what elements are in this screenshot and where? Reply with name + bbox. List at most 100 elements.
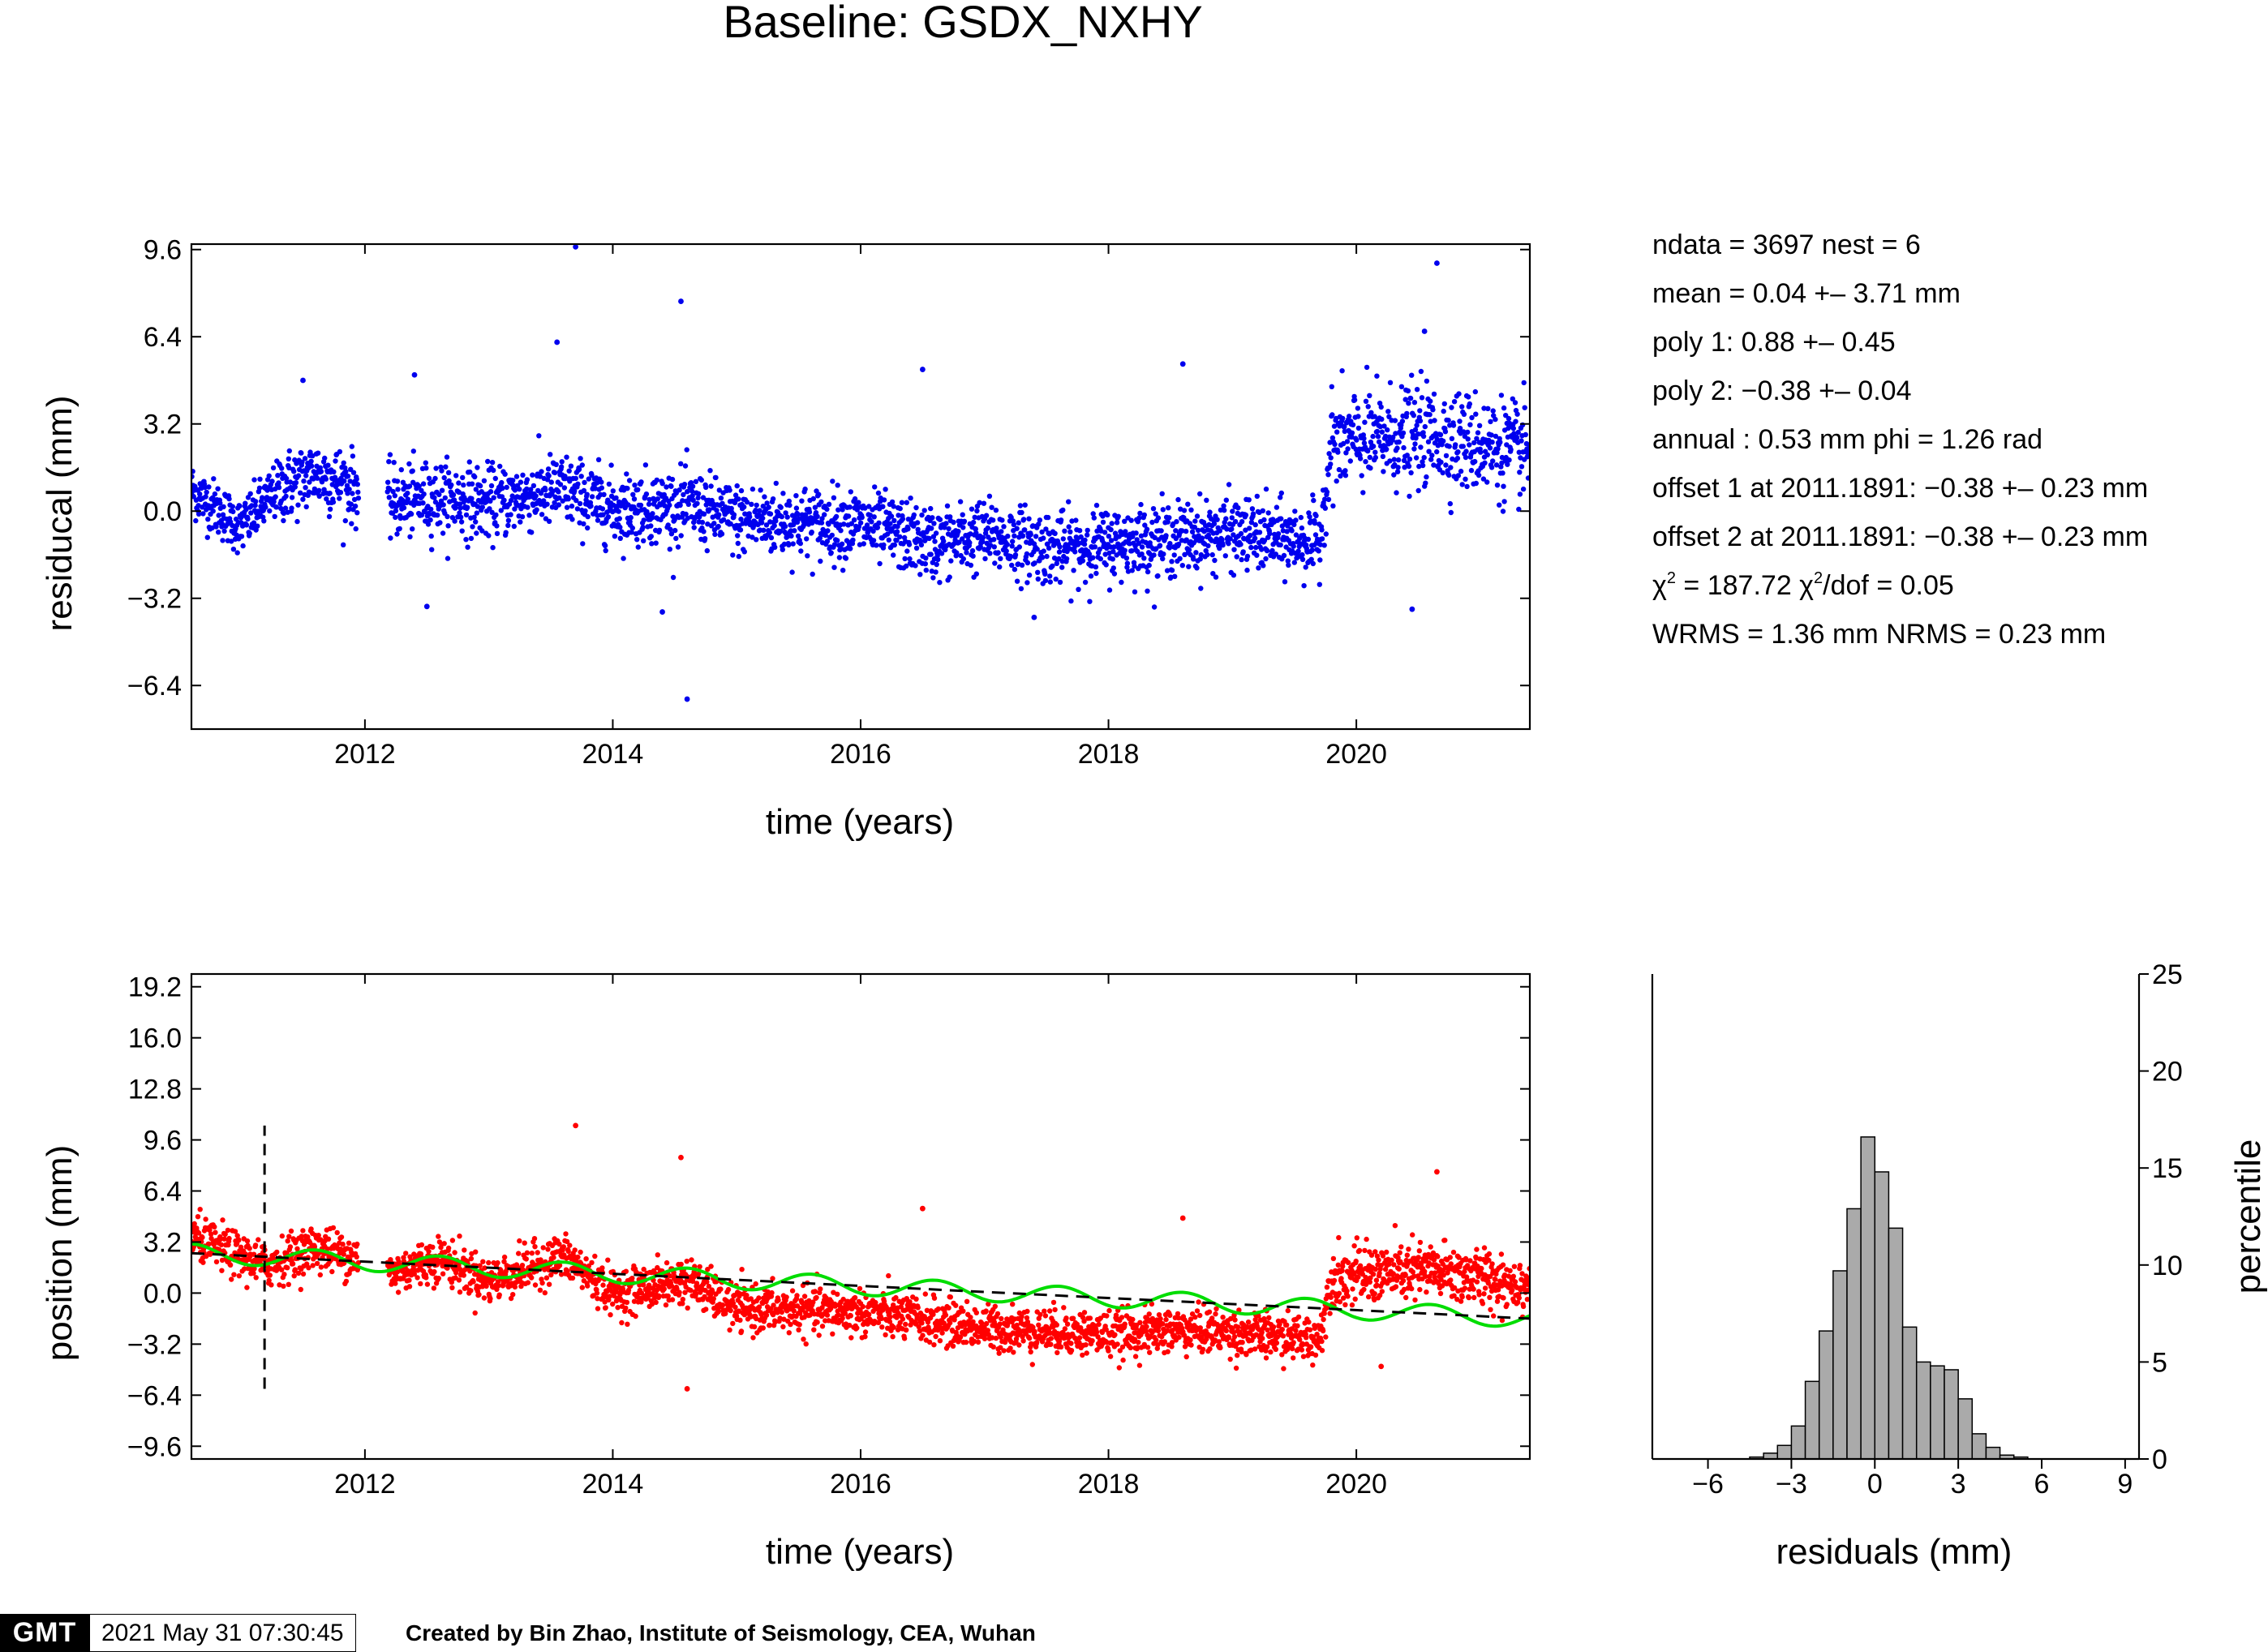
data-point xyxy=(899,500,905,505)
data-point xyxy=(812,504,818,510)
data-point xyxy=(499,479,505,486)
data-point xyxy=(462,1247,467,1253)
data-point xyxy=(711,521,717,526)
data-point xyxy=(830,478,835,484)
data-point xyxy=(1355,405,1361,411)
data-point xyxy=(625,486,630,491)
data-point xyxy=(747,514,753,520)
data-point xyxy=(1488,432,1494,438)
data-point xyxy=(905,526,911,532)
data-point xyxy=(494,530,500,537)
data-point xyxy=(331,469,337,474)
data-point xyxy=(410,448,416,454)
data-point xyxy=(1110,565,1117,571)
data-point xyxy=(663,1302,669,1308)
data-point xyxy=(1493,433,1499,440)
data-point xyxy=(272,513,277,520)
data-point xyxy=(689,1257,694,1263)
data-point xyxy=(1199,535,1205,541)
data-point xyxy=(432,499,439,505)
data-point xyxy=(459,528,465,534)
data-point xyxy=(778,504,784,510)
data-point xyxy=(253,527,259,533)
data-point xyxy=(1072,549,1078,555)
data-point xyxy=(197,491,203,497)
data-point xyxy=(401,504,407,511)
data-point xyxy=(565,1268,570,1274)
data-point xyxy=(826,521,831,527)
data-point xyxy=(864,522,870,528)
data-point xyxy=(220,1217,226,1223)
data-point xyxy=(1085,527,1090,534)
data-point xyxy=(1177,556,1183,561)
data-point xyxy=(452,518,457,524)
data-point xyxy=(1060,536,1067,542)
data-point xyxy=(1222,508,1227,513)
data-point xyxy=(281,1272,287,1277)
data-point xyxy=(697,514,702,520)
data-point xyxy=(1001,524,1007,530)
data-point xyxy=(548,479,554,485)
data-point xyxy=(405,496,410,502)
data-point xyxy=(1198,551,1205,558)
data-point xyxy=(669,1297,676,1302)
data-point xyxy=(621,556,626,561)
data-point xyxy=(968,531,973,537)
data-point xyxy=(730,1320,736,1327)
data-point xyxy=(200,1234,205,1241)
data-point xyxy=(625,1321,630,1328)
data-point xyxy=(1260,508,1266,513)
data-point xyxy=(1036,521,1042,527)
data-point xyxy=(510,1292,516,1298)
data-point xyxy=(900,1316,906,1322)
data-point xyxy=(1009,543,1015,549)
data-point xyxy=(1379,416,1385,423)
data-point xyxy=(1179,528,1185,534)
data-point xyxy=(894,1315,900,1320)
data-point xyxy=(1448,465,1454,470)
data-point xyxy=(1357,456,1364,461)
data-point xyxy=(470,1279,476,1285)
data-point xyxy=(586,476,591,482)
data-point xyxy=(795,511,801,517)
outlier-point xyxy=(678,298,684,304)
data-point xyxy=(1068,598,1074,604)
data-point xyxy=(579,1285,585,1290)
data-point xyxy=(691,525,697,530)
data-point xyxy=(1144,526,1150,532)
data-point xyxy=(1014,578,1020,584)
data-point xyxy=(689,488,695,494)
data-point xyxy=(1498,393,1505,398)
data-point xyxy=(217,1236,223,1242)
data-point xyxy=(889,499,896,505)
data-point xyxy=(599,479,604,485)
data-point xyxy=(588,503,594,509)
data-point xyxy=(256,1237,261,1242)
data-point xyxy=(1115,513,1121,519)
data-point xyxy=(299,1234,304,1239)
data-point xyxy=(777,1315,783,1321)
data-point xyxy=(956,539,962,545)
data-point xyxy=(273,494,278,500)
data-point xyxy=(822,512,827,517)
data-point xyxy=(355,489,361,496)
data-point xyxy=(536,433,542,439)
data-point xyxy=(897,1319,903,1326)
data-point xyxy=(1081,541,1088,547)
data-point xyxy=(1307,513,1312,520)
data-point xyxy=(423,466,429,471)
data-point xyxy=(532,1244,538,1250)
data-point xyxy=(1164,568,1171,573)
data-point xyxy=(973,571,980,577)
stats-poly1: poly 1: 0.88 +– 0.45 xyxy=(1652,327,1896,358)
data-point xyxy=(645,512,651,517)
data-point xyxy=(1234,554,1239,560)
data-point xyxy=(1139,544,1145,550)
data-point xyxy=(1490,458,1496,464)
data-point xyxy=(786,498,792,504)
data-point xyxy=(306,1265,311,1271)
data-point xyxy=(474,510,479,516)
data-point xyxy=(325,1236,332,1242)
data-point xyxy=(1362,419,1368,425)
data-point xyxy=(735,533,741,539)
